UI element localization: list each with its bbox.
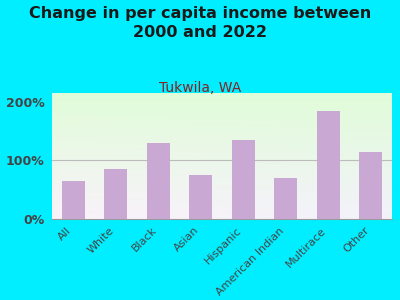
Bar [62,181,85,219]
Bar [232,140,255,219]
Bar [359,152,382,219]
Bar [104,169,128,219]
Bar [189,175,212,219]
Bar [274,178,298,219]
Bar [316,111,340,219]
Text: Tukwila, WA: Tukwila, WA [159,81,241,95]
Text: Change in per capita income between
2000 and 2022: Change in per capita income between 2000… [29,6,371,40]
Bar [146,143,170,219]
